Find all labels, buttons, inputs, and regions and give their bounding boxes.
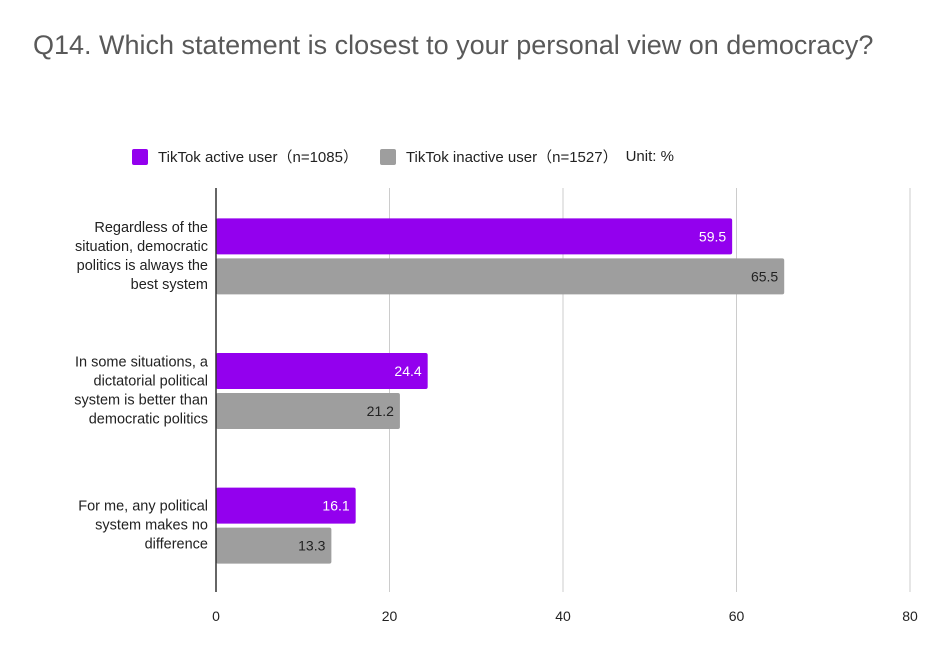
bar-active (216, 218, 733, 255)
category-label: situation, democratic (75, 239, 208, 255)
unit-label: Unit: % (625, 148, 674, 165)
bar-inactive (216, 527, 332, 564)
bar-inactive (216, 393, 400, 429)
legend-item-active: TikTok active user（n=1085） (132, 146, 358, 167)
x-tick-label: 40 (555, 608, 571, 624)
bar-active (216, 353, 428, 389)
data-label: 21.2 (367, 403, 394, 419)
data-label: 24.4 (394, 363, 421, 379)
category-label: dictatorial political (94, 374, 208, 390)
category-label: system is better than (74, 393, 208, 409)
category-label: best system (131, 277, 208, 293)
x-tick-label: 20 (382, 608, 398, 624)
x-tick-label: 60 (729, 608, 745, 624)
category-label: In some situations, a (75, 355, 209, 371)
chart-title: Q14. Which statement is closest to your … (33, 30, 874, 60)
category-label: democratic politics (89, 412, 208, 428)
legend-item-inactive: TikTok inactive user（n=1527） (379, 146, 618, 167)
bar-active (216, 487, 356, 524)
category-label: politics is always the (77, 258, 208, 274)
data-label: 13.3 (298, 538, 325, 554)
category-label: system makes no (95, 518, 208, 534)
data-label: 59.5 (699, 228, 726, 244)
bar-inactive (216, 258, 785, 295)
legend-label-active: TikTok active user（n=1085） (158, 149, 358, 166)
x-tick-label: 80 (902, 608, 918, 624)
data-label: 16.1 (322, 498, 349, 514)
legend-label-inactive: TikTok inactive user（n=1527） (405, 149, 618, 166)
category-label: difference (145, 537, 208, 553)
legend-swatch-active (132, 148, 148, 165)
data-label: 65.5 (751, 268, 778, 284)
category-label: For me, any political (78, 499, 208, 515)
legend-swatch-inactive (379, 148, 396, 165)
x-tick-label: 0 (212, 608, 220, 624)
category-label: Regardless of the (94, 220, 208, 236)
legend: TikTok active user（n=1085） TikTok inacti… (132, 146, 674, 167)
